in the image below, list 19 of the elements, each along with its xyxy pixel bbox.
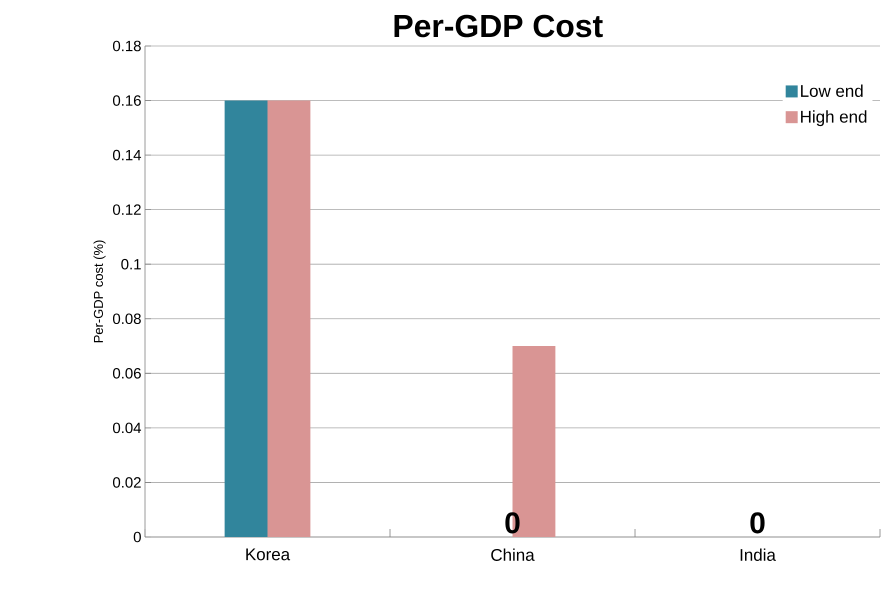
y-tick-label: 0.04	[112, 422, 142, 434]
y-tick-label: 0.08	[112, 313, 141, 324]
y-tick-label: 0.02	[112, 477, 141, 488]
y-axis-title: Per-GDP cost (%)	[93, 240, 106, 342]
y-tick-label: 0.12	[112, 204, 141, 215]
y-tick-label: 0	[134, 532, 141, 542]
y-tick-label: 0.06	[112, 368, 141, 379]
y-tick-label: 0.16	[112, 95, 141, 106]
annotation: 0	[750, 512, 765, 534]
legend-label: High end	[801, 110, 866, 126]
y-tick-label: 0.18	[112, 40, 141, 52]
legend-label: Low end	[801, 84, 863, 97]
y-tick-label: 0.1	[121, 258, 141, 270]
x-tick-label: China	[491, 548, 535, 561]
x-tick-label: Korea	[246, 548, 290, 560]
x-tick-label: India	[740, 548, 776, 561]
chart-title: Per-GDP Cost	[394, 14, 603, 38]
annotation: 0	[505, 512, 520, 534]
y-tick-label: 0.14	[112, 150, 142, 160]
